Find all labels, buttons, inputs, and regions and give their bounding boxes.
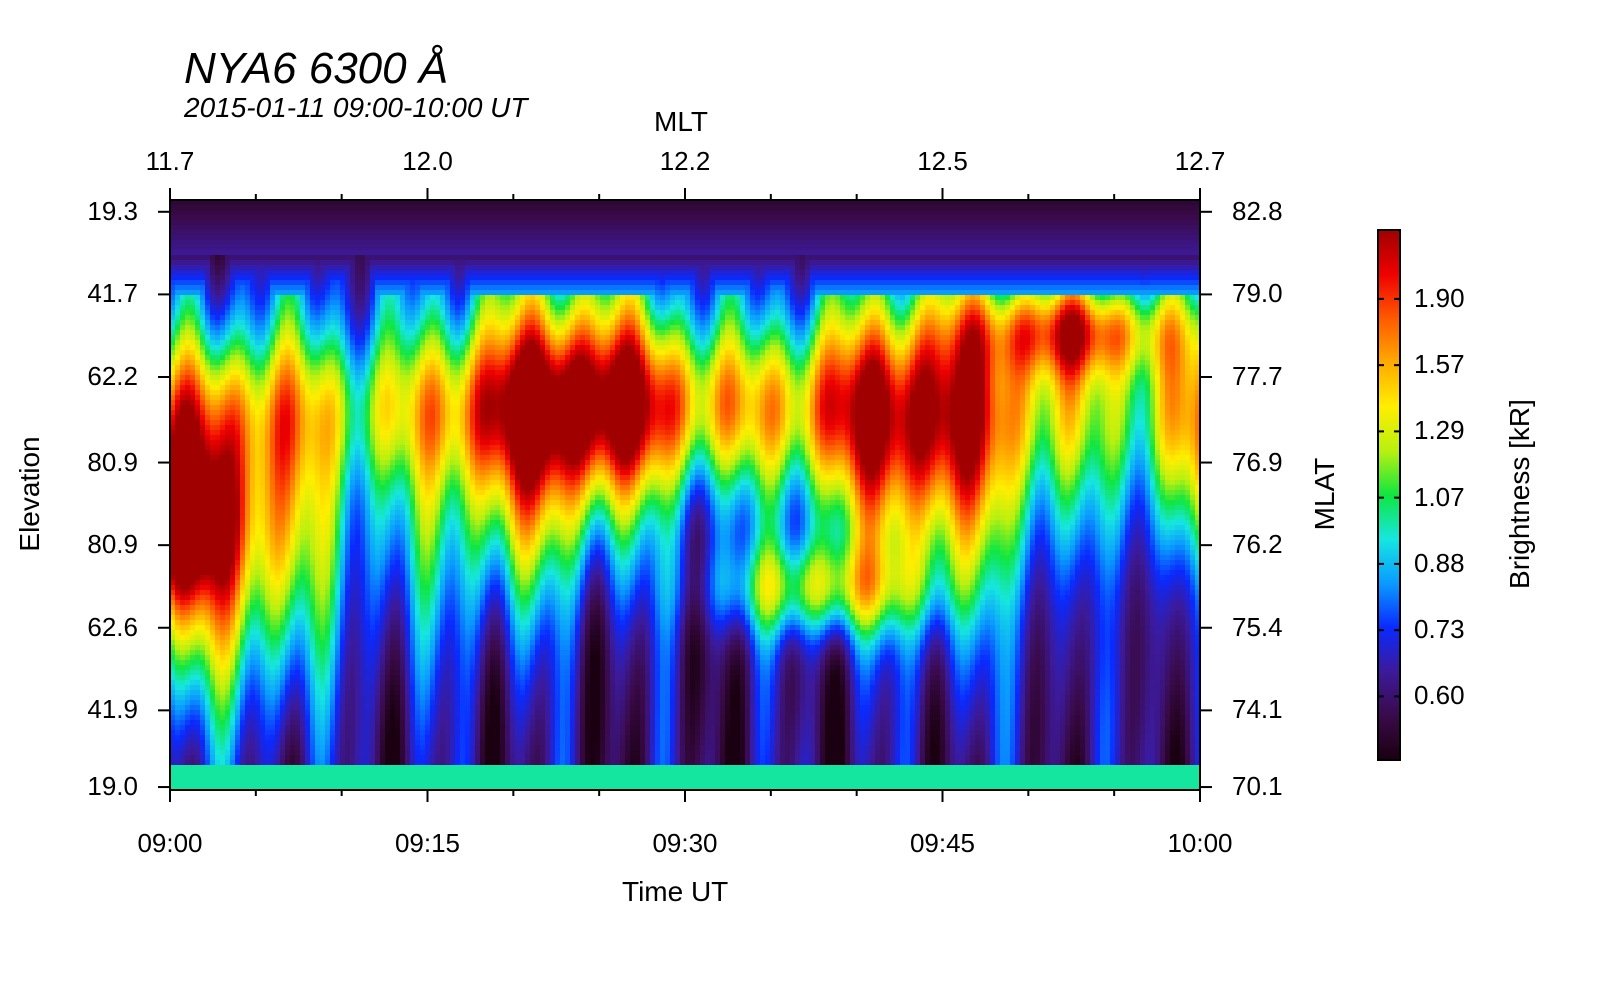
colorbar-tick-label: 1.29: [1414, 415, 1465, 446]
y-tick-label: 41.7: [87, 278, 138, 309]
right-y-tick-label: 75.4: [1232, 612, 1283, 643]
y-tick-label: 41.9: [87, 694, 138, 725]
colorbar-tick-label: 1.57: [1414, 349, 1465, 380]
y-tick-label: 80.9: [87, 447, 138, 478]
right-y-tick-label: 79.0: [1232, 278, 1283, 309]
colorbar-gradient: [1377, 229, 1401, 761]
top-x-tick-label: 12.2: [625, 146, 745, 177]
colorbar-tick-label: 1.90: [1414, 283, 1465, 314]
x-tick-label: 09:00: [110, 828, 230, 859]
colorbar: [1377, 229, 1401, 761]
right-y-tick-label: 70.1: [1232, 771, 1283, 802]
top-axis-label: MLT: [654, 106, 708, 138]
chart-subtitle: 2015-01-11 09:00-10:00 UT: [184, 92, 528, 124]
top-x-tick-label: 12.5: [883, 146, 1003, 177]
right-y-tick-label: 76.2: [1232, 529, 1283, 560]
top-x-tick-label: 12.7: [1140, 146, 1260, 177]
x-tick-label: 09:30: [625, 828, 745, 859]
y-tick-label: 19.3: [87, 196, 138, 227]
y-tick-label: 62.2: [87, 361, 138, 392]
top-x-tick-label: 11.7: [110, 146, 230, 177]
top-x-tick-label: 12.0: [368, 146, 488, 177]
colorbar-tick-label: 0.88: [1414, 548, 1465, 579]
colorbar-label: Brightness [kR]: [1504, 384, 1536, 604]
y-tick-label: 19.0: [87, 771, 138, 802]
x-tick-label: 10:00: [1140, 828, 1260, 859]
right-y-tick-label: 82.8: [1232, 196, 1283, 227]
right-y-axis-label: MLAT: [1309, 439, 1341, 549]
right-y-tick-label: 77.7: [1232, 361, 1283, 392]
x-axis-label: Time UT: [622, 876, 728, 908]
x-tick-label: 09:45: [883, 828, 1003, 859]
y-tick-label: 80.9: [87, 529, 138, 560]
right-y-tick-label: 74.1: [1232, 694, 1283, 725]
heatmap-image: [170, 200, 1200, 790]
x-tick-label: 09:15: [368, 828, 488, 859]
colorbar-tick-label: 0.60: [1414, 680, 1465, 711]
colorbar-tick-label: 1.07: [1414, 482, 1465, 513]
chart-title: NYA6 6300 Å: [184, 44, 448, 94]
y-axis-label: Elevation: [14, 434, 46, 554]
right-y-tick-label: 76.9: [1232, 447, 1283, 478]
colorbar-tick-label: 0.73: [1414, 614, 1465, 645]
y-tick-label: 62.6: [87, 612, 138, 643]
